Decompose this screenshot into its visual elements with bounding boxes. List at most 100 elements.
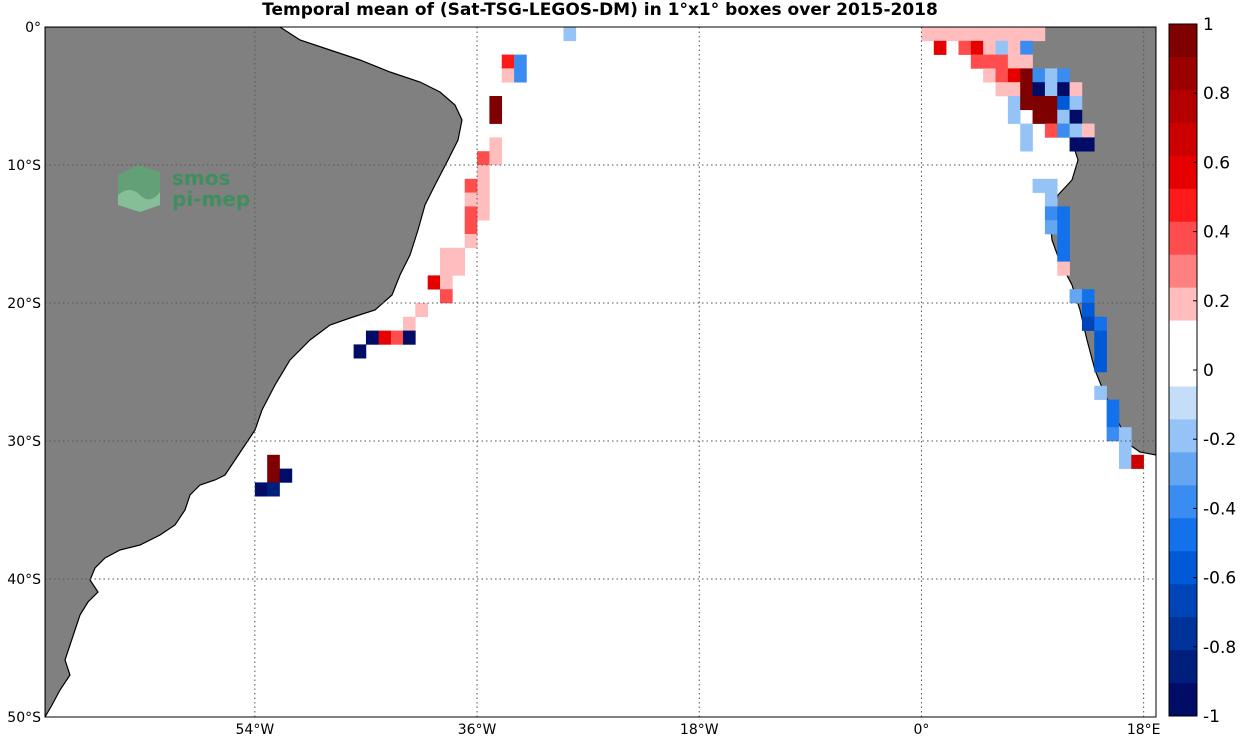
data-cell [1094,358,1107,373]
data-cell [477,151,490,166]
data-cell [1069,123,1083,138]
map-title: Temporal mean of (Sat-TSG-LEGOS-DM) in 1… [262,0,938,20]
colorbar-label: 0 [1203,361,1214,381]
data-cell [464,178,478,193]
data-cell [1007,40,1021,55]
data-cell [1032,109,1046,124]
x-tick-label: 36°W [458,722,497,738]
colorbar-label: 1 [1203,15,1214,35]
colorbar-segment [1169,89,1197,124]
colorbar-segment [1169,518,1197,552]
data-cell [1020,123,1033,138]
data-cell [1020,82,1033,97]
data-cell [1007,54,1021,69]
colorbar-segment [1169,584,1197,618]
y-tick-label: 20°S [7,296,41,312]
data-cell [1131,454,1144,469]
colorbar-segment [1169,617,1197,651]
data-cell [1118,454,1132,469]
data-cell [1094,330,1107,345]
data-cell [1044,96,1058,111]
data-cell [440,275,453,290]
data-cell [464,220,478,235]
data-cell [1069,289,1083,304]
data-cell [1057,220,1070,235]
x-tick-label: 54°W [236,722,275,738]
data-cell [970,27,984,42]
gridlines [45,27,1156,717]
data-cell [1057,234,1070,249]
data-cell [1044,178,1058,193]
data-cell [933,40,947,55]
colorbar-segment [1169,221,1197,256]
data-cell [563,27,577,42]
data-cell [1032,68,1046,83]
data-cell [402,316,416,331]
colorbar-label: -1 [1203,707,1220,727]
data-cell [1057,68,1070,83]
data-cell [995,82,1009,97]
data-cell [1020,54,1033,69]
data-cell [427,275,441,290]
logo-line1: smos [172,166,230,190]
data-cell [440,289,453,304]
colorbar-segment [1169,122,1197,157]
y-tick-label: 30°S [7,434,41,450]
data-cell [1020,96,1033,111]
x-tick-label: 18°W [680,722,719,738]
data-cell [995,54,1009,69]
colorbar: 1 0.8 0.6 0.4 0.2 0 -0.2 -0.4 -0.6 -0.8 -1 [1168,15,1236,727]
data-cell [1057,123,1070,138]
data-cell [489,96,503,111]
data-cell [1007,109,1021,124]
data-cell [1081,303,1095,318]
colorbar-label: 0.6 [1203,153,1230,173]
data-cell [378,330,391,345]
colorbar-segment [1169,320,1197,354]
data-cell [946,27,959,42]
colorbar-label: 0.4 [1203,223,1230,243]
colorbar-label: -0.2 [1203,430,1236,450]
data-cell [1057,206,1070,221]
colorbar-segment [1169,56,1197,91]
data-cell [514,68,527,83]
data-cell [995,40,1009,55]
data-cell [995,68,1009,83]
data-cell [477,165,490,180]
colorbar-segment [1169,155,1197,190]
data-cell [489,151,503,166]
logo-wave-icon [118,190,160,212]
data-cell [452,261,466,276]
data-cell [477,178,490,193]
data-cell [489,109,503,124]
data-cell [440,261,453,276]
colorbar-label: 0.8 [1203,84,1230,104]
data-cell [353,344,367,359]
data-cell [995,27,1009,42]
colorbar-segment [1169,683,1197,717]
data-cell [921,27,935,42]
data-cell [1118,441,1132,456]
colorbar-segment [1169,353,1197,387]
colorbar-segment [1169,551,1197,585]
x-axis-labels: 54°W 36°W 18°W 0° 18°E [236,722,1161,738]
data-cell [1069,96,1083,111]
data-cell [1032,178,1046,193]
data-cell [970,40,984,55]
data-cell [402,330,416,345]
data-cell [933,27,947,42]
data-cell [464,192,478,207]
logo-line2: pi-mep [172,187,250,211]
data-cell [1069,137,1083,152]
data-cell [279,468,293,483]
x-tick-label: 0° [913,722,929,738]
colorbar-segment [1169,188,1197,223]
data-cell [1106,399,1120,414]
data-cell [1106,427,1120,442]
data-cell [1007,82,1021,97]
data-cell [477,192,490,207]
data-cell [1057,247,1070,262]
data-cell [1020,40,1033,55]
colorbar-segment [1169,287,1197,321]
